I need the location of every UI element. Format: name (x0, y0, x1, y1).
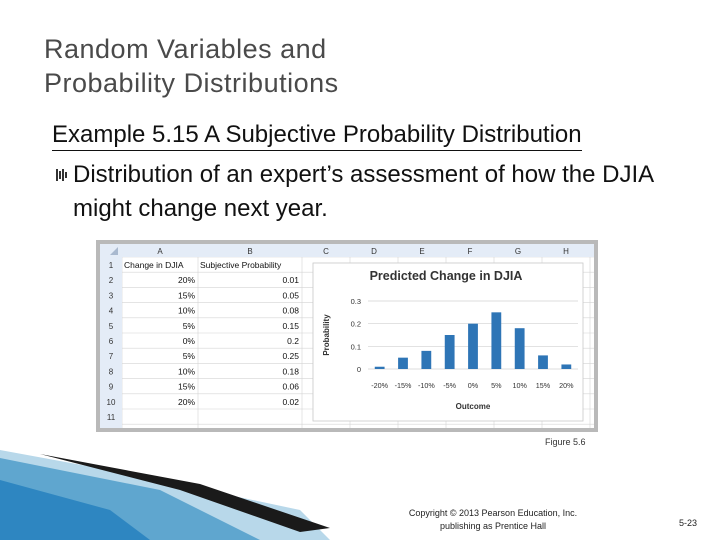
slide-title: Random Variables and Probability Distrib… (44, 32, 339, 100)
cell-change: 15% (178, 290, 195, 300)
row-header: 5 (109, 322, 114, 331)
bullet-text: Distribution of an expert’s assessment o… (73, 161, 653, 222)
row-header: 9 (109, 383, 114, 392)
cell-change: 5% (183, 321, 196, 331)
bar--5pct (444, 335, 455, 369)
bar-20pct (561, 364, 572, 369)
row-header: 2 (109, 276, 114, 285)
column-header-f: F (468, 247, 473, 256)
bar--15pct (398, 357, 408, 369)
bar-15pct (538, 355, 548, 369)
cell-probability: 0.15 (282, 321, 299, 331)
bullet-item: Distribution of an expert’s assessment o… (56, 158, 676, 226)
spreadsheet-screenshot: A B C D E F G H 1 2 3 4 5 6 7 8 9 10 11 Change in DJIA Subj… (96, 240, 598, 432)
bar-0pct (468, 323, 478, 369)
slide-title-line-2: Probability Distributions (44, 68, 339, 98)
x-tick-label: 15% (536, 381, 551, 390)
select-all-icon (110, 247, 118, 255)
x-tick-label: -15% (395, 381, 412, 390)
cell-probability: 0.06 (282, 382, 299, 392)
cell-change: 10% (178, 306, 195, 316)
column-header-g: G (515, 247, 521, 256)
column-header-c: C (323, 247, 329, 256)
row-header: 8 (109, 367, 114, 376)
decorative-swoosh (0, 450, 330, 540)
x-tick-label: -5% (443, 381, 456, 390)
x-tick-label: -10% (418, 381, 435, 390)
row-header: 11 (107, 413, 116, 422)
x-tick-label: 0% (468, 381, 479, 390)
column-header-b: B (247, 247, 252, 256)
x-tick-label: 10% (512, 381, 527, 390)
copyright-line-1: Copyright © 2013 Pearson Education, Inc. (408, 508, 578, 518)
row-header: 6 (109, 337, 114, 346)
spreadsheet: A B C D E F G H 1 2 3 4 5 6 7 8 9 10 11 Change in DJIA Subj… (100, 244, 594, 428)
cell-change: 5% (183, 351, 196, 361)
chart-title: Predicted Change in DJIA (370, 269, 523, 283)
x-tick-label: -20% (371, 381, 388, 390)
column-header-bar (100, 244, 594, 257)
cell-change: 20% (178, 397, 195, 407)
copyright-notice: Copyright © 2013 Pearson Education, Inc.… (380, 507, 606, 533)
column-header-h: H (563, 247, 569, 256)
row-header-bar (100, 244, 122, 428)
y-tick-label: 0.3 (351, 297, 361, 306)
y-tick-label: 0.1 (351, 342, 361, 351)
bar-10pct (514, 328, 525, 369)
row-header: 1 (109, 261, 114, 270)
row-header: 7 (109, 352, 114, 361)
cell-probability: 0.2 (287, 336, 299, 346)
x-tick-label: 5% (491, 381, 502, 390)
y-tick-label: 0 (357, 365, 361, 374)
cell-probability: 0.02 (282, 397, 299, 407)
slide-title-line-1: Random Variables and (44, 34, 327, 64)
cell-probability: 0.08 (282, 306, 299, 316)
x-axis-label: Outcome (456, 402, 491, 411)
header-cell-a: Change in DJIA (124, 260, 184, 270)
column-header-e: E (419, 247, 424, 256)
bar--20pct (374, 366, 385, 369)
column-header-a: A (157, 247, 163, 256)
copyright-line-2: publishing as Prentice Hall (439, 521, 547, 531)
cell-change: 10% (178, 366, 195, 376)
row-header: 10 (107, 398, 116, 407)
bar-5pct (491, 312, 502, 369)
column-header-d: D (371, 247, 377, 256)
cell-probability: 0.01 (282, 275, 299, 285)
cell-change: 15% (178, 382, 195, 392)
x-tick-label: 20% (559, 381, 574, 390)
figure-caption: Figure 5.6 (545, 437, 586, 447)
y-axis-label: Probability (322, 314, 331, 356)
cell-probability: 0.25 (282, 351, 299, 361)
example-heading: Example 5.15 A Subjective Probability Di… (52, 121, 582, 151)
y-tick-label: 0.2 (351, 320, 361, 329)
bullet-icon (56, 169, 67, 181)
row-header: 3 (109, 291, 114, 300)
bar--10pct (421, 350, 432, 369)
cell-change: 0% (183, 336, 196, 346)
cell-probability: 0.05 (282, 290, 299, 300)
cell-probability: 0.18 (282, 366, 299, 376)
cell-change: 20% (178, 275, 195, 285)
page-number: 5-23 (679, 518, 698, 528)
row-header: 4 (109, 307, 114, 316)
header-cell-b: Subjective Probability (200, 260, 282, 270)
spreadsheet-canvas: A B C D E F G H 1 2 3 4 5 6 7 8 9 10 11 Change in DJIA Subj… (100, 244, 594, 428)
